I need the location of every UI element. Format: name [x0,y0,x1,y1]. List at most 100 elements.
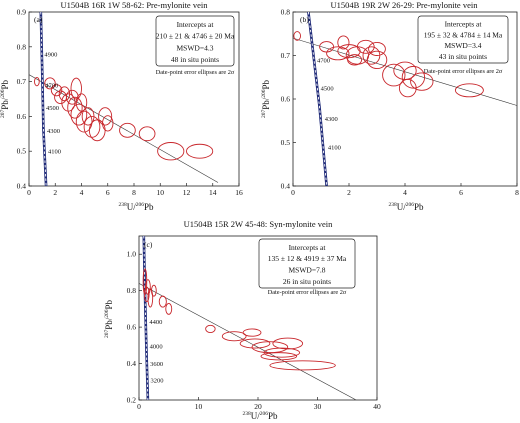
data-point-ellipse [138,126,156,142]
plot-area [139,236,357,400]
intercept-box-line: Intercepts at [177,20,215,29]
data-point-ellipse [242,328,262,337]
intercept-box-line: 43 in situ points [439,52,487,61]
data-point-ellipse [269,360,336,371]
data-point-ellipse [205,324,216,334]
panel-b: U1504B 19R 2W 26-29: Pre-mylonite vein 0 2… [261,0,519,212]
concordia-age-label: 4400 [149,319,162,326]
data-point-ellipse [398,78,417,98]
x-tick-label: 40 [373,402,381,411]
data-point-ellipse [119,122,136,138]
data-point-ellipse [293,31,302,41]
concordia-age-label: 4300 [47,128,60,135]
data-point-ellipse [347,54,363,66]
plot-area [293,12,517,186]
data-point-ellipse [260,352,298,361]
intercept-box-line: 195 ± 32 & 4784 ± 14 Ma [424,30,503,39]
data-point-ellipse [356,39,375,54]
panel-c: U1504B 15R 2W 45-48: Syn-mylonite vein 0 1… [104,219,381,421]
data-point-ellipse [221,331,247,342]
x-tick-label: 10 [157,188,165,197]
panel-letter: (a) [34,15,43,24]
data-point-ellipse [368,41,386,56]
data-point-ellipse [70,103,88,126]
data-point-ellipse [337,35,350,50]
data-point-ellipse [34,76,40,87]
x-tick-label: 0 [27,188,31,197]
data-point-ellipse [102,115,114,132]
intercept-box-line: 210 ± 21 & 4746 ± 20 Ma [156,32,235,41]
concordia-age-label: 3200 [151,377,164,384]
data-point-ellipse [410,72,434,91]
error-ellipse-note: Date-point error ellipses are 2σ [156,69,235,76]
data-point-ellipse [142,268,148,295]
y-tick-label: 0.9 [17,8,27,17]
y-tick-label: 0.5 [17,147,27,156]
data-point-ellipse [366,50,388,69]
concordia-curve-core [307,12,328,186]
error-ellipse-note: Date-point error ellipses are 2σ [268,289,347,296]
y-tick-label: 0.5 [281,138,291,147]
data-point-ellipse [263,347,301,358]
error-ellipse-note: Date-point error ellipses are 2σ [424,68,503,75]
data-point-ellipse [272,337,304,350]
data-point-ellipse [186,143,214,159]
panel-title: U1504B 15R 2W 45-48: Syn-mylonite vein [184,219,334,229]
x-axis-label: 238U/206Pb [242,411,278,421]
data-point-ellipse [239,338,271,349]
x-tick-label: 4 [403,188,407,197]
concordia-curve-core [143,236,149,400]
concordia-curve [39,12,48,186]
intercept-box-line: MSWD=7.8 [289,266,326,275]
intercept-box-line: 48 in situ points [171,55,219,64]
regression-line [139,283,357,400]
x-tick-label: 6 [106,188,110,197]
data-point-ellipse [158,295,167,308]
concordia-age-label: 4300 [325,116,338,123]
panel-title: U1504B 16R 1W 58-62: Pre-mylonite vein [61,0,209,10]
data-point-ellipse [165,302,173,315]
intercept-box-line: MSWD=4.3 [177,43,214,52]
concordia-age-label: 4900 [44,51,57,58]
data-point-ellipse [401,65,426,89]
intercept-box-line: MSWD=3.4 [445,41,482,50]
y-tick-label: 0.4 [127,359,137,368]
concordia-curve-core [40,12,47,186]
data-point-ellipse [65,89,79,105]
intercept-box [155,15,235,67]
data-point-ellipse [50,84,63,97]
data-point-ellipse [147,288,154,308]
intercept-box [417,15,509,64]
x-tick-label: 0 [291,188,295,197]
data-point-ellipse [326,46,350,61]
data-point-ellipse [454,83,484,98]
panel-letter: (b) [300,15,309,24]
y-tick-label: 0.7 [17,77,27,86]
x-tick-label: 8 [515,188,519,197]
data-point-ellipse [251,341,289,354]
concordia-age-label: 4700 [317,57,330,64]
x-tick-label: 6 [459,188,463,197]
y-axis-label: 207Pb/206Pb [104,299,114,338]
concordia-age-label: 4700 [45,83,58,90]
data-point-ellipse [83,115,101,138]
intercept-box [258,238,356,289]
data-point-ellipse [67,96,83,119]
x-tick-label: 14 [209,188,217,197]
y-tick-label: 0.6 [17,112,27,121]
x-tick-label: 16 [235,188,243,197]
concordia-age-label: 4500 [321,86,334,93]
data-point-ellipse [44,77,56,90]
concordia-age-label: 4000 [150,344,163,351]
data-point-ellipse [70,77,82,100]
x-tick-label: 2 [347,188,351,197]
x-tick-label: 10 [195,402,203,411]
data-point-ellipse [382,63,406,87]
concordia-age-label: 4500 [46,105,59,112]
plot-area [29,12,219,186]
data-point-ellipse [98,107,113,126]
panel-a: U1504B 16R 1W 58-62: Pre-mylonite vein 0 2… [0,0,243,212]
y-tick-label: 0.6 [281,95,291,104]
x-tick-label: 20 [254,402,262,411]
